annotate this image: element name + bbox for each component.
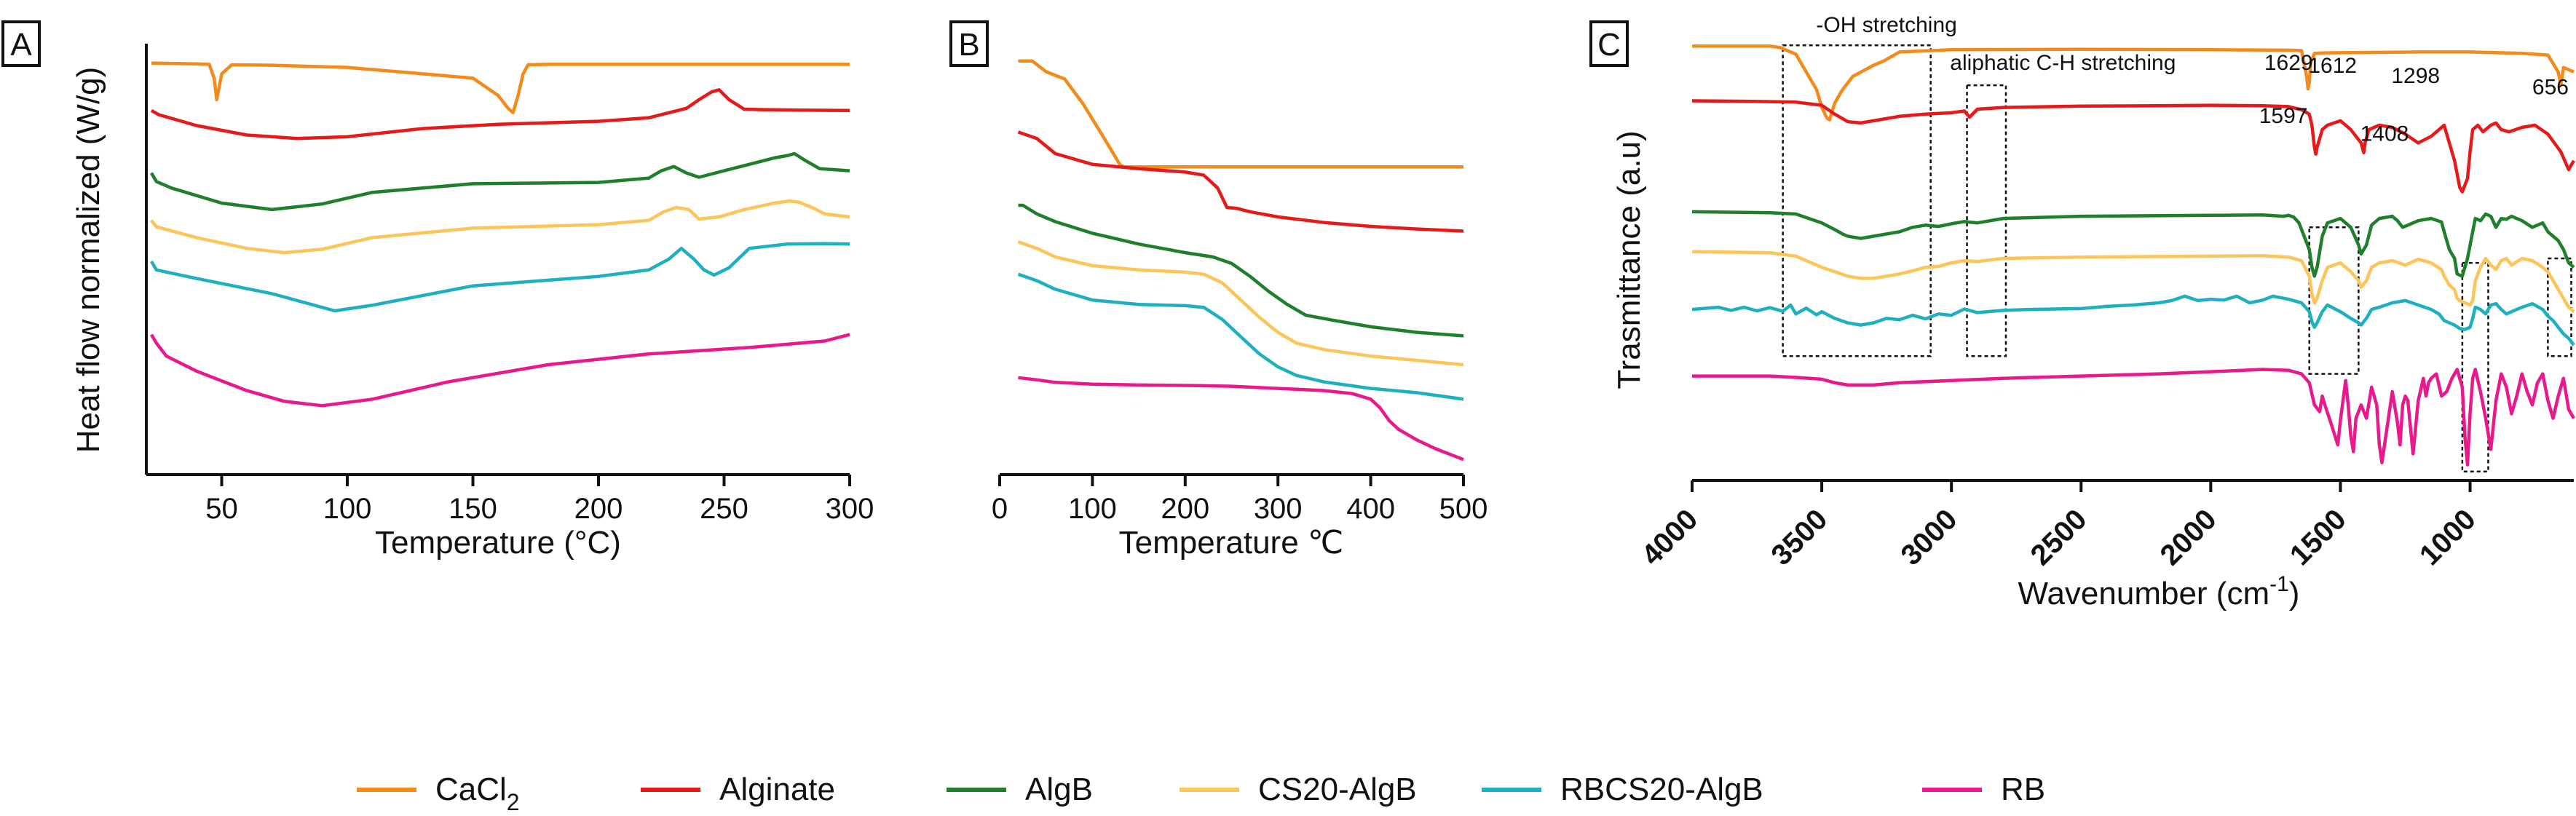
panel-c-series-alginate: [1691, 99, 2575, 194]
panel-c-annotations: -OH stretching aliphatic C-H stretching 16…: [1816, 13, 2569, 146]
panel-c-xlabel: Wavenumber (cm-1): [2018, 572, 2300, 611]
panel-c-annotation: 1597: [2259, 104, 2308, 128]
panel-c-xtick-label: 1000: [2414, 503, 2482, 571]
panel-b-series-rb: [1018, 376, 1464, 462]
panel-c-highlight-box: [1966, 84, 2007, 357]
panel-c-series-algb: [1691, 210, 2575, 278]
panel-a-xtick-label: 300: [826, 493, 874, 525]
panel-a-xtick-label: 200: [574, 493, 623, 525]
panel-a-series-cs20-algb: [150, 199, 850, 255]
panel-c-xtick-label: 3000: [1895, 503, 1964, 571]
panel-c-boxes: [1782, 44, 2572, 473]
panel-c-xtick-label: 2500: [2025, 503, 2093, 571]
panel-b-xtick-label: 300: [1254, 493, 1303, 525]
panel-a-series-rbcs20-algb: [149, 242, 850, 313]
legend-label-rbcs20-algb: RBCS20-AlgB: [1560, 772, 1763, 807]
legend-label-rb: RB: [2001, 772, 2045, 807]
panel-c-series-rb: [1692, 368, 2575, 467]
panel-c-xtick-label: 4000: [1635, 503, 1704, 571]
panel-c-annotation: 1298: [2391, 64, 2440, 88]
panel-b-xtick-label: 0: [992, 493, 1008, 525]
panel-b-series: [1017, 59, 1464, 462]
panel-b-series-alginate: [1017, 130, 1464, 233]
panel-b-xlabel: Temperature ℃: [1119, 525, 1344, 560]
panel-c-series-cacl2: [1692, 44, 2575, 122]
panel-b: B 0 100 200 300 400 500 Temperature ℃: [949, 20, 1488, 560]
panel-c-xtick-label: 2000: [2154, 503, 2223, 571]
panel-c-highlight-box: [1782, 44, 1932, 357]
legend-label-algb: AlgB: [1025, 772, 1093, 807]
panel-a-ylabel: Heat flow normalized (W/g): [71, 67, 106, 453]
panel-c-ticks: 4000 3500 3000 2500 2000 1500 1000: [1635, 480, 2482, 571]
panel-a-xtick-label: 100: [323, 493, 372, 525]
panel-b-letter: B: [958, 27, 979, 63]
panel-a: A 50 100 150 200 250 300 Temperature (°C) Hea…: [1, 20, 874, 560]
panel-b-series-cacl2: [1018, 59, 1463, 169]
panel-a-letter: A: [10, 27, 32, 63]
panel-c-annotation: 656: [2532, 75, 2569, 99]
panel-b-letter-box: [949, 20, 989, 67]
panel-c-annotation: 1629: [2264, 51, 2313, 75]
panel-a-xlabel: Temperature (°C): [375, 525, 621, 560]
panel-b-xtick-label: 400: [1346, 493, 1395, 525]
panel-a-series-algb: [149, 151, 850, 212]
legend-label-cs20-algb: CS20-AlgB: [1258, 772, 1417, 807]
panel-a-xtick-label: 150: [449, 493, 497, 525]
legend-label-alginate: Alginate: [719, 772, 835, 807]
panel-c-xtick-label: 3500: [1765, 503, 1833, 571]
panel-c-annotation: aliphatic C-H stretching: [1950, 51, 2176, 75]
panel-b-series-algb: [1018, 203, 1464, 338]
panel-a-letter-box: [1, 20, 41, 67]
panel-c-series-cs20-algb: [1691, 250, 2575, 313]
panel-a-series-cacl2: [151, 61, 850, 114]
panel-b-xtick-label: 200: [1161, 493, 1209, 525]
panel-b-series-rbcs20-algb: [1017, 272, 1464, 401]
panel-c-series-rbcs20-algb: [1691, 294, 2575, 346]
panel-a-series-alginate: [150, 88, 850, 140]
panel-b-xtick-label: 500: [1439, 493, 1488, 525]
panel-c-series: [1691, 44, 2575, 467]
legend-label-cacl2: CaCl2: [435, 772, 520, 815]
panel-b-series-cs20-algb: [1017, 240, 1464, 367]
panel-c-highlight-box: [2547, 257, 2572, 357]
panel-c-letter: C: [1597, 27, 1621, 63]
panel-a-xtick-label: 250: [700, 493, 748, 525]
panel-a-series: [149, 61, 850, 408]
panel-c-annotation: 1612: [2308, 54, 2357, 78]
panel-b-xtick-label: 100: [1068, 493, 1117, 525]
panel-c-annotation: 1408: [2360, 122, 2409, 146]
panel-a-ticks: 50 100 150 200 250 300: [205, 475, 874, 525]
panel-c: C 4000 3500 3000 2500 2000 1500 1000 -OH stret…: [1589, 13, 2575, 611]
panel-c-annotation: -OH stretching: [1816, 13, 1956, 37]
panel-c-ylabel: Trasmittance (a.u): [1611, 130, 1647, 389]
legend: CaCl2 Alginate AlgB CS20-AlgB RBCS20-AlgB RB: [357, 772, 2045, 815]
panel-c-letter-box: [1589, 20, 1629, 67]
panel-a-xtick-label: 50: [205, 493, 238, 525]
panel-c-xtick-label: 1500: [2284, 503, 2352, 571]
panel-b-ticks: 0 100 200 300 400 500: [992, 475, 1488, 525]
panel-a-series-rb: [149, 333, 850, 408]
